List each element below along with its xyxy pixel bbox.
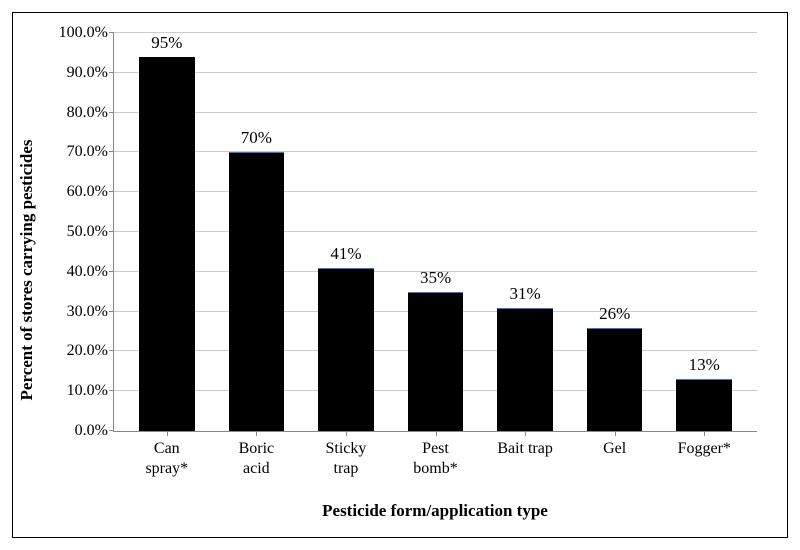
bars-group: 95%Can spray*70%Boric acid41%Sticky trap… bbox=[114, 33, 757, 431]
bar-value-label: 26% bbox=[599, 304, 630, 324]
x-axis-title: Pesticide form/application type bbox=[113, 501, 757, 521]
xtick-mark bbox=[167, 431, 168, 436]
xtick-label: Boric acid bbox=[239, 439, 275, 479]
ytick-label: 90.0% bbox=[67, 64, 114, 82]
bar-slot: 70%Boric acid bbox=[212, 33, 302, 431]
xtick-label: Fogger* bbox=[678, 439, 731, 459]
bar-value-label: 13% bbox=[689, 355, 720, 375]
ytick-label: 20.0% bbox=[67, 342, 114, 360]
xtick-mark bbox=[346, 431, 347, 436]
xtick-label: Gel bbox=[603, 439, 626, 459]
bar-value-label: 35% bbox=[420, 268, 451, 288]
bar-rect bbox=[676, 379, 732, 431]
xtick-label: Sticky trap bbox=[325, 439, 366, 479]
ytick-label: 30.0% bbox=[67, 303, 114, 321]
ytick-label: 100.0% bbox=[59, 24, 114, 42]
xtick-label: Can spray* bbox=[145, 439, 188, 479]
chart-container: Percent of stores carrying pesticides Pe… bbox=[12, 12, 788, 538]
ytick-label: 60.0% bbox=[67, 183, 114, 201]
ytick-label: 40.0% bbox=[67, 263, 114, 281]
ytick-label: 50.0% bbox=[67, 223, 114, 241]
bar-slot: 31%Bait trap bbox=[480, 33, 570, 431]
bar-value-label: 70% bbox=[241, 128, 272, 148]
ytick-label: 0.0% bbox=[75, 422, 114, 440]
xtick-mark bbox=[256, 431, 257, 436]
xtick-mark bbox=[436, 431, 437, 436]
ytick-label: 80.0% bbox=[67, 104, 114, 122]
bar-value-label: 41% bbox=[330, 244, 361, 264]
xtick-mark bbox=[704, 431, 705, 436]
bar-value-label: 31% bbox=[510, 284, 541, 304]
y-axis-title: Percent of stores carrying pesticides bbox=[17, 140, 37, 401]
bar-rect bbox=[318, 268, 374, 431]
bar-slot: 35%Pest bomb* bbox=[391, 33, 481, 431]
ytick-label: 70.0% bbox=[67, 143, 114, 161]
bar-slot: 26%Gel bbox=[570, 33, 660, 431]
xtick-label: Pest bomb* bbox=[413, 439, 457, 479]
bar-rect bbox=[139, 57, 195, 431]
bar-rect bbox=[497, 308, 553, 431]
plot-area: 95%Can spray*70%Boric acid41%Sticky trap… bbox=[113, 33, 757, 432]
bar-slot: 95%Can spray* bbox=[122, 33, 212, 431]
bar-rect bbox=[229, 152, 285, 431]
bar-slot: 13%Fogger* bbox=[659, 33, 749, 431]
ytick-label: 10.0% bbox=[67, 382, 114, 400]
bar-rect bbox=[587, 328, 643, 431]
bar-rect bbox=[408, 292, 464, 431]
bar-slot: 41%Sticky trap bbox=[301, 33, 391, 431]
xtick-label: Bait trap bbox=[497, 439, 553, 459]
bar-value-label: 95% bbox=[151, 33, 182, 53]
xtick-mark bbox=[615, 431, 616, 436]
xtick-mark bbox=[525, 431, 526, 436]
